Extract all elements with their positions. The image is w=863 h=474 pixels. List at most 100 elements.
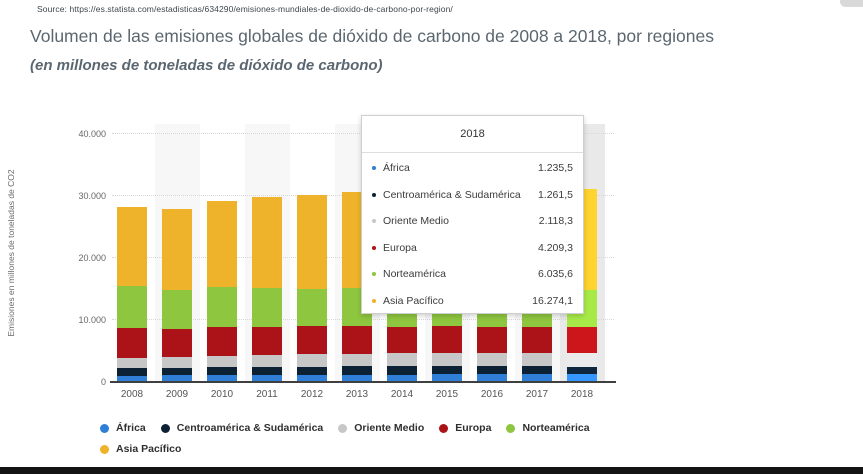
bar-2008[interactable]	[117, 124, 147, 382]
bar-2017-segment-centroam-rica-sudam-rica[interactable]	[522, 366, 552, 375]
bar-2014-segment-oriente-medio[interactable]	[387, 353, 417, 367]
bar-2012-segment--frica[interactable]	[297, 374, 327, 382]
bar-2008-segment-asia-pac-fico[interactable]	[117, 207, 147, 287]
tooltip-row-oriente-medio: Oriente Medio 2.118,3	[372, 208, 573, 235]
bar-2010-segment-europa[interactable]	[207, 326, 237, 356]
tooltip-series-dot	[372, 192, 376, 197]
bar-2018-segment--frica[interactable]	[567, 374, 597, 382]
bar-2013-segment-oriente-medio[interactable]	[342, 353, 372, 367]
x-label-2014: 2014	[390, 389, 414, 400]
bar-2010-segment--frica[interactable]	[207, 375, 237, 382]
tooltip-series-label: Norteamérica	[383, 268, 447, 281]
tooltip-series-label: Europa	[383, 241, 417, 254]
legend-item-norteam-rica[interactable]: Norteamérica	[506, 420, 590, 436]
bar-2018-segment-centroam-rica-sudam-rica[interactable]	[567, 366, 597, 375]
bar-2011-segment-oriente-medio[interactable]	[252, 355, 282, 367]
bar-2011[interactable]	[252, 124, 282, 382]
tooltip-row-asia-pac-fico: Asia Pacífico 16.274,1	[372, 288, 573, 315]
y-tick-10.000: 10.000	[78, 315, 106, 325]
legend-item--frica[interactable]: África	[100, 420, 146, 436]
bar-2008-segment-centroam-rica-sudam-rica[interactable]	[117, 367, 147, 376]
bar-2018-segment-oriente-medio[interactable]	[567, 353, 597, 367]
x-label-2011: 2011	[256, 389, 278, 400]
bar-2009-segment-norteam-rica[interactable]	[162, 290, 192, 329]
bar-2016-segment--frica[interactable]	[477, 374, 507, 382]
bar-2008-segment-europa[interactable]	[117, 327, 147, 358]
tooltip-series-value: 16.274,1	[532, 294, 573, 307]
bar-2010[interactable]	[207, 124, 237, 382]
bar-2015-segment-oriente-medio[interactable]	[432, 353, 462, 367]
bar-2012-segment-asia-pac-fico[interactable]	[297, 195, 327, 289]
bar-2012-segment-norteam-rica[interactable]	[297, 288, 327, 327]
legend-color-dot	[338, 423, 348, 433]
bar-2016-segment-centroam-rica-sudam-rica[interactable]	[477, 366, 507, 375]
bar-2017-segment-europa[interactable]	[522, 326, 552, 354]
bar-2010-segment-oriente-medio[interactable]	[207, 355, 237, 368]
legend-item-centroam-rica-sudam-rica[interactable]: Centroamérica & Sudamérica	[160, 420, 324, 436]
tooltip-series-value: 1.261,5	[537, 188, 573, 201]
bar-2011-segment-europa[interactable]	[252, 326, 282, 356]
tooltip-series-label: África	[383, 162, 410, 175]
x-label-2008: 2008	[120, 389, 144, 400]
bar-2009-segment-oriente-medio[interactable]	[162, 356, 192, 368]
bar-2012[interactable]	[297, 124, 327, 382]
tooltip-series-label: Centroamérica & Sudamérica	[383, 188, 521, 201]
bar-2009-segment-asia-pac-fico[interactable]	[162, 209, 192, 291]
tooltip-row-centroam-rica-sudam-rica: Centroamérica & Sudamérica 1.261,5	[372, 182, 573, 209]
x-label-2017: 2017	[525, 389, 549, 400]
bar-2011-segment--frica[interactable]	[252, 375, 282, 382]
bar-2015-segment-centroam-rica-sudam-rica[interactable]	[432, 366, 462, 375]
bar-2010-segment-norteam-rica[interactable]	[207, 287, 237, 327]
bar-2016-segment-europa[interactable]	[477, 326, 507, 354]
tooltip-series-value: 1.235,5	[537, 162, 573, 175]
bar-2017-segment--frica[interactable]	[522, 374, 552, 382]
bar-2012-segment-europa[interactable]	[297, 326, 327, 355]
bar-2016-segment-oriente-medio[interactable]	[477, 353, 507, 367]
chart-legend: África Centroamérica & Sudamérica Oriente …	[100, 420, 675, 457]
bar-2012-segment-centroam-rica-sudam-rica[interactable]	[297, 366, 327, 375]
x-label-2012: 2012	[300, 389, 324, 400]
bar-2008-segment-norteam-rica[interactable]	[117, 286, 147, 328]
scrollbar-fragment[interactable]	[840, 0, 863, 7]
bar-2015-segment--frica[interactable]	[432, 374, 462, 382]
bar-2009-segment-europa[interactable]	[162, 328, 192, 357]
legend-label: Centroamérica & Sudamérica	[176, 422, 324, 434]
bar-2010-segment-centroam-rica-sudam-rica[interactable]	[207, 367, 237, 376]
bar-2009-segment-centroam-rica-sudam-rica[interactable]	[162, 367, 192, 376]
legend-label: Norteamérica	[522, 422, 590, 434]
legend-item-asia-pac-fico[interactable]: Asia Pacífico	[100, 441, 181, 457]
bar-2014-segment-centroam-rica-sudam-rica[interactable]	[387, 366, 417, 375]
bar-2011-segment-asia-pac-fico[interactable]	[252, 196, 282, 288]
bar-2013-segment-europa[interactable]	[342, 326, 372, 354]
legend-color-dot	[160, 423, 170, 433]
bar-2015-segment-europa[interactable]	[432, 326, 462, 353]
legend-label: Europa	[455, 422, 492, 434]
bar-2008-segment-oriente-medio[interactable]	[117, 357, 147, 368]
bar-2018-segment-europa[interactable]	[567, 327, 597, 354]
bar-2011-segment-centroam-rica-sudam-rica[interactable]	[252, 366, 282, 375]
y-tick-20.000: 20.000	[78, 253, 106, 263]
bar-2013-segment--frica[interactable]	[342, 374, 372, 382]
page-title: Volumen de las emisiones globales de dió…	[30, 26, 714, 46]
bar-2009-segment--frica[interactable]	[162, 375, 192, 382]
bar-2008-segment--frica[interactable]	[117, 375, 147, 382]
bar-2009[interactable]	[162, 124, 192, 382]
legend-item-oriente-medio[interactable]: Oriente Medio	[338, 420, 424, 436]
bar-2013-segment-centroam-rica-sudam-rica[interactable]	[342, 366, 372, 375]
bar-2012-segment-oriente-medio[interactable]	[297, 354, 327, 367]
x-label-2013: 2013	[345, 389, 369, 400]
bar-2011-segment-norteam-rica[interactable]	[252, 287, 282, 327]
stacked-bar-chart: Emisiones en millones de toneladas de CO…	[0, 100, 863, 455]
bar-2014-segment-europa[interactable]	[387, 326, 417, 354]
tooltip-row-norteam-rica: Norteamérica 6.035,6	[372, 261, 573, 288]
tooltip-series-value: 2.118,3	[538, 215, 573, 228]
bottom-window-edge	[0, 467, 863, 474]
y-tick-40.000: 40.000	[78, 129, 106, 139]
bar-2010-segment-asia-pac-fico[interactable]	[207, 200, 237, 288]
bar-2017-segment-oriente-medio[interactable]	[522, 353, 552, 367]
bar-2014-segment--frica[interactable]	[387, 374, 417, 382]
x-label-2018: 2018	[570, 389, 594, 400]
legend-item-europa[interactable]: Europa	[439, 420, 491, 436]
x-label-2016: 2016	[480, 389, 504, 400]
legend-label: Oriente Medio	[354, 422, 425, 434]
